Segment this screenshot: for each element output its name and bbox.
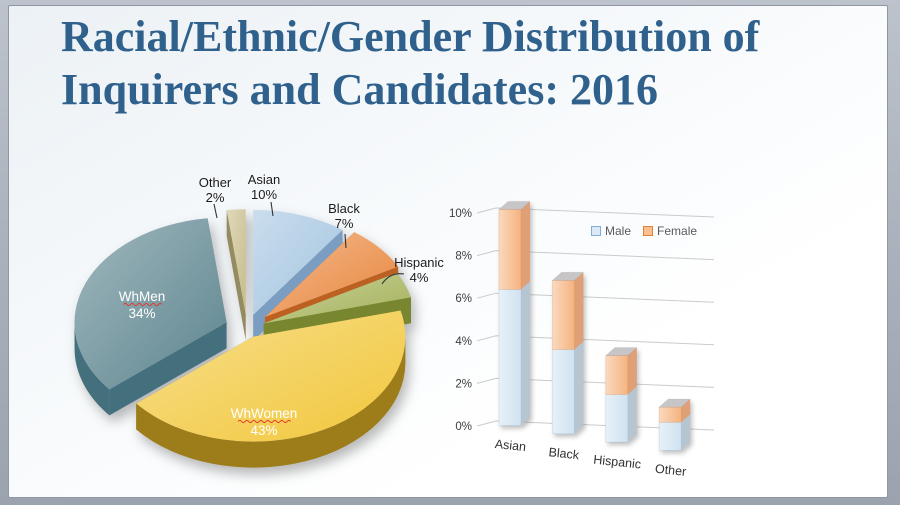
- pie-label-asian-pct: 10%: [251, 187, 277, 202]
- legend-item-male: Male: [591, 224, 631, 238]
- pie-leader-other: [213, 203, 218, 219]
- pie-chart-shapes: [74, 209, 411, 468]
- x-label-asian: Asian: [494, 437, 527, 454]
- bar-hispanic-female-side: [627, 347, 637, 395]
- bar-black-top-face: [551, 272, 585, 281]
- bar-chart-legend: Male Female: [591, 224, 697, 238]
- bar-hispanic-male: [605, 394, 629, 443]
- bar-other-male-side: [681, 414, 691, 451]
- gridline-8%: [476, 250, 715, 261]
- pie-label-whmen-pct: 34%: [128, 306, 155, 321]
- female-legend-swatch-icon: [643, 226, 654, 236]
- pie-slice-whmen-cut-face-0: [109, 322, 227, 416]
- bar-other-female: [658, 406, 682, 423]
- pie-slice-whwomen-rim: [136, 336, 406, 468]
- bar-asian-female-side: [521, 201, 530, 290]
- pie-leader-hispanic: [381, 273, 405, 285]
- bar-chart: 0% 2% 4% 6% 8% 10% Asian Black Hispanic Other: [439, 191, 749, 491]
- spellcheck-squiggle-whwomen: [237, 419, 291, 424]
- female-legend-label: Female: [657, 224, 698, 238]
- bar-other-female-side: [681, 399, 691, 423]
- x-label-black: Black: [548, 445, 581, 462]
- bar-black-male: [552, 349, 575, 435]
- pie-label-whmen: WhMen: [119, 289, 166, 304]
- y-tick-0%: 0%: [455, 421, 472, 433]
- gridline-2%: [476, 377, 715, 388]
- pie-label-hispanic-pct: 4%: [410, 270, 429, 285]
- bar-chart-plot: 0% 2% 4% 6% 8% 10% Asian Black Hispanic Other: [449, 201, 715, 479]
- pie-label-whwomen-pct: 43%: [250, 423, 277, 438]
- pie-slice-whwomen: [136, 310, 406, 442]
- bar-black-female-side: [574, 272, 584, 350]
- slide-canvas[interactable]: Racial/Ethnic/Gender Distribution of Inq…: [8, 5, 888, 498]
- bar-asian-male-side: [521, 281, 530, 426]
- pie-label-whwomen: WhWomen: [231, 406, 298, 421]
- y-tick-4%: 4%: [455, 336, 472, 348]
- male-legend-label: Male: [605, 224, 632, 238]
- bar-asian-male: [498, 289, 522, 426]
- y-tick-6%: 6%: [455, 293, 472, 305]
- bar-black-male-side: [574, 341, 584, 434]
- pie-label-black-pct: 7%: [335, 216, 354, 231]
- male-legend-swatch-icon: [591, 226, 601, 236]
- pie-slice-other: [226, 209, 246, 315]
- gridline-4%: [476, 335, 715, 346]
- bar-hispanic-top-face: [605, 347, 638, 356]
- bar-hispanic-male-side: [627, 386, 637, 443]
- y-tick-2%: 2%: [455, 378, 472, 390]
- pie-slice-whmen-rim: [74, 322, 110, 416]
- pie-chart: Asian 10% Black 7% Hispanic 4% WhWomen 43% WhMen…: [49, 156, 459, 501]
- bar-asian-female: [498, 209, 522, 290]
- bar-hispanic-female: [605, 355, 629, 395]
- pie-top-faces: [74, 209, 411, 442]
- x-label-hispanic: Hispanic: [593, 453, 642, 472]
- bar-asian-top-face: [498, 201, 531, 210]
- gridlines: [476, 207, 715, 431]
- pie-slice-other-cut-face-0: [226, 210, 246, 341]
- pie-label-other: Other: [199, 175, 232, 190]
- y-tick-10%: 10%: [449, 208, 472, 220]
- pie-leader-asian: [270, 201, 274, 217]
- pie-slice-hispanic: [263, 272, 411, 324]
- pie-slice-black: [265, 232, 399, 318]
- bar-other-top-face: [658, 398, 691, 408]
- bar-other: [658, 398, 691, 451]
- pie-slice-whmen: [74, 218, 227, 390]
- pie-label-asian: Asian: [248, 172, 281, 187]
- y-tick-8%: 8%: [455, 251, 472, 263]
- pie-label-black: Black: [328, 201, 360, 216]
- gridline-10%: [476, 207, 715, 218]
- slide-title: Racial/Ethnic/Gender Distribution of Inq…: [61, 12, 760, 114]
- pie-leader-black: [344, 233, 347, 249]
- spellcheck-squiggle-whmen: [123, 302, 163, 307]
- bar-other-male: [658, 421, 682, 451]
- bar-hispanic: [605, 347, 638, 443]
- gridline-0%: [476, 420, 715, 431]
- x-label-other: Other: [654, 462, 687, 479]
- pie-slice-asian: [253, 209, 343, 315]
- bar-asian: [498, 201, 531, 426]
- bar-black-female: [552, 280, 575, 350]
- legend-item-female: Female: [643, 224, 697, 238]
- gridline-6%: [476, 292, 715, 303]
- bar-black: [551, 272, 585, 435]
- pie-label-hispanic: Hispanic: [394, 255, 444, 270]
- pie-label-other-pct: 2%: [206, 190, 225, 205]
